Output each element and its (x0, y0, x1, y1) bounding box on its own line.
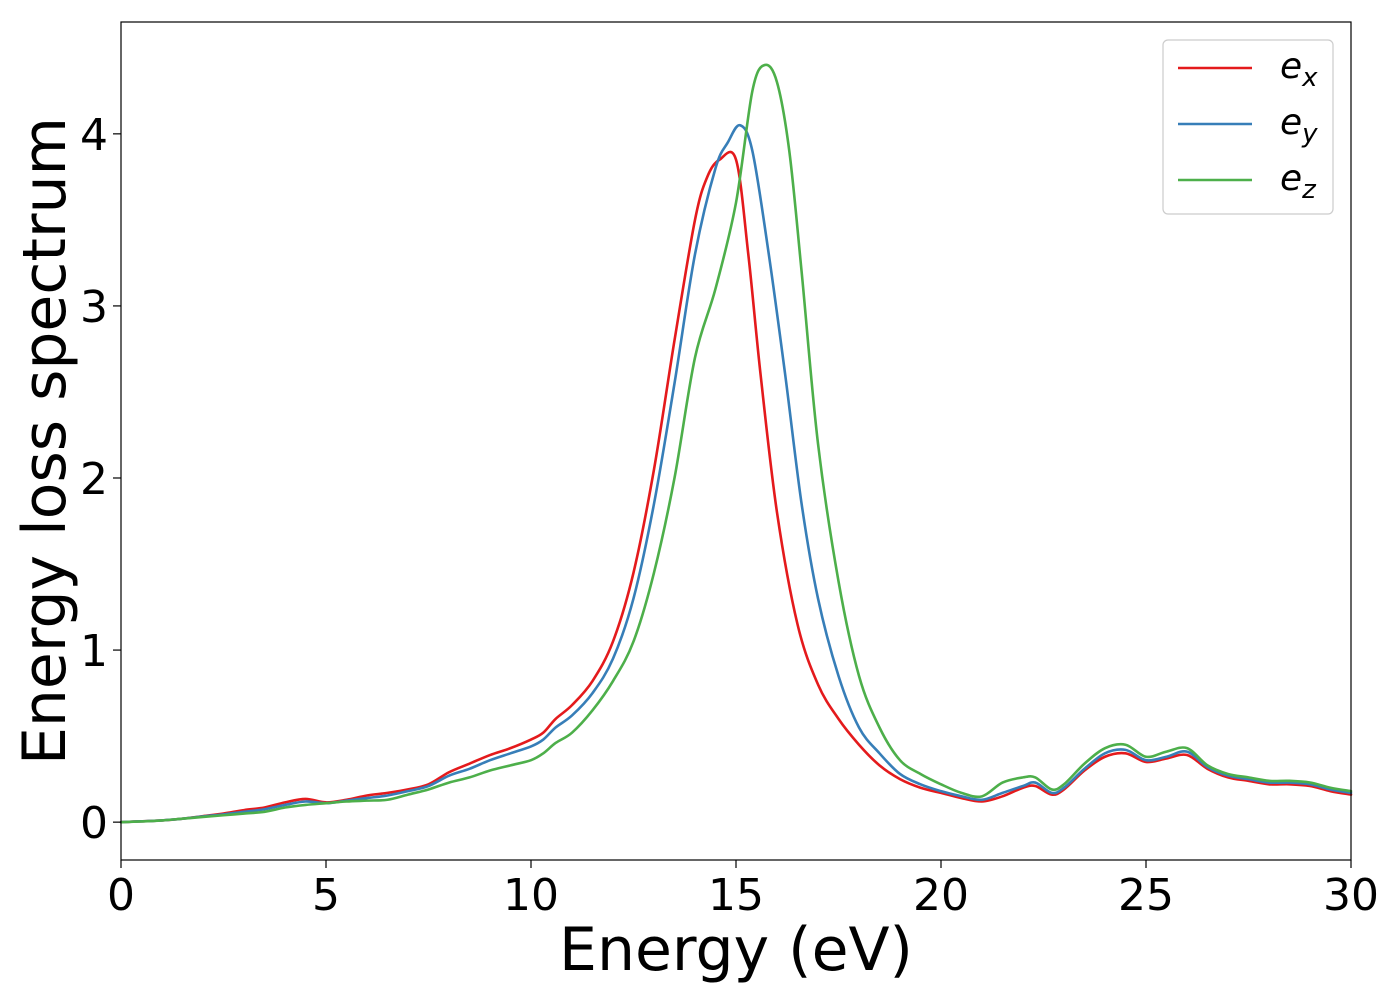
x-tick-label: 10 (503, 870, 559, 921)
y-axis-label: Energy loss spectrum (10, 117, 80, 765)
x-tick-label: 20 (913, 870, 969, 921)
legend: ex ey ez (1162, 39, 1334, 215)
legend-label-ey: ey (1280, 102, 1318, 149)
y-tick-label: 2 (80, 454, 108, 505)
legend-label-ez: ez (1280, 158, 1317, 205)
legend-box (1162, 39, 1334, 215)
x-tick-label: 0 (107, 870, 135, 921)
y-tick-label: 0 (80, 798, 108, 849)
x-tick-label: 25 (1118, 870, 1174, 921)
series-layer (119, 63, 1353, 824)
x-tick-label: 5 (312, 870, 340, 921)
legend-label-ex: ex (1280, 46, 1318, 93)
y-tick-label: 1 (80, 626, 108, 677)
x-axis: 0 5 10 15 20 25 30 (107, 860, 1379, 921)
x-tick-label: 15 (708, 870, 764, 921)
y-tick-label: 4 (80, 110, 108, 161)
x-axis-label: Energy (eV) (559, 915, 913, 985)
y-axis: 0 1 2 3 4 (80, 110, 121, 849)
y-tick-label: 3 (80, 282, 108, 333)
x-tick-label: 30 (1323, 870, 1379, 921)
series-line-ez (119, 63, 1353, 824)
